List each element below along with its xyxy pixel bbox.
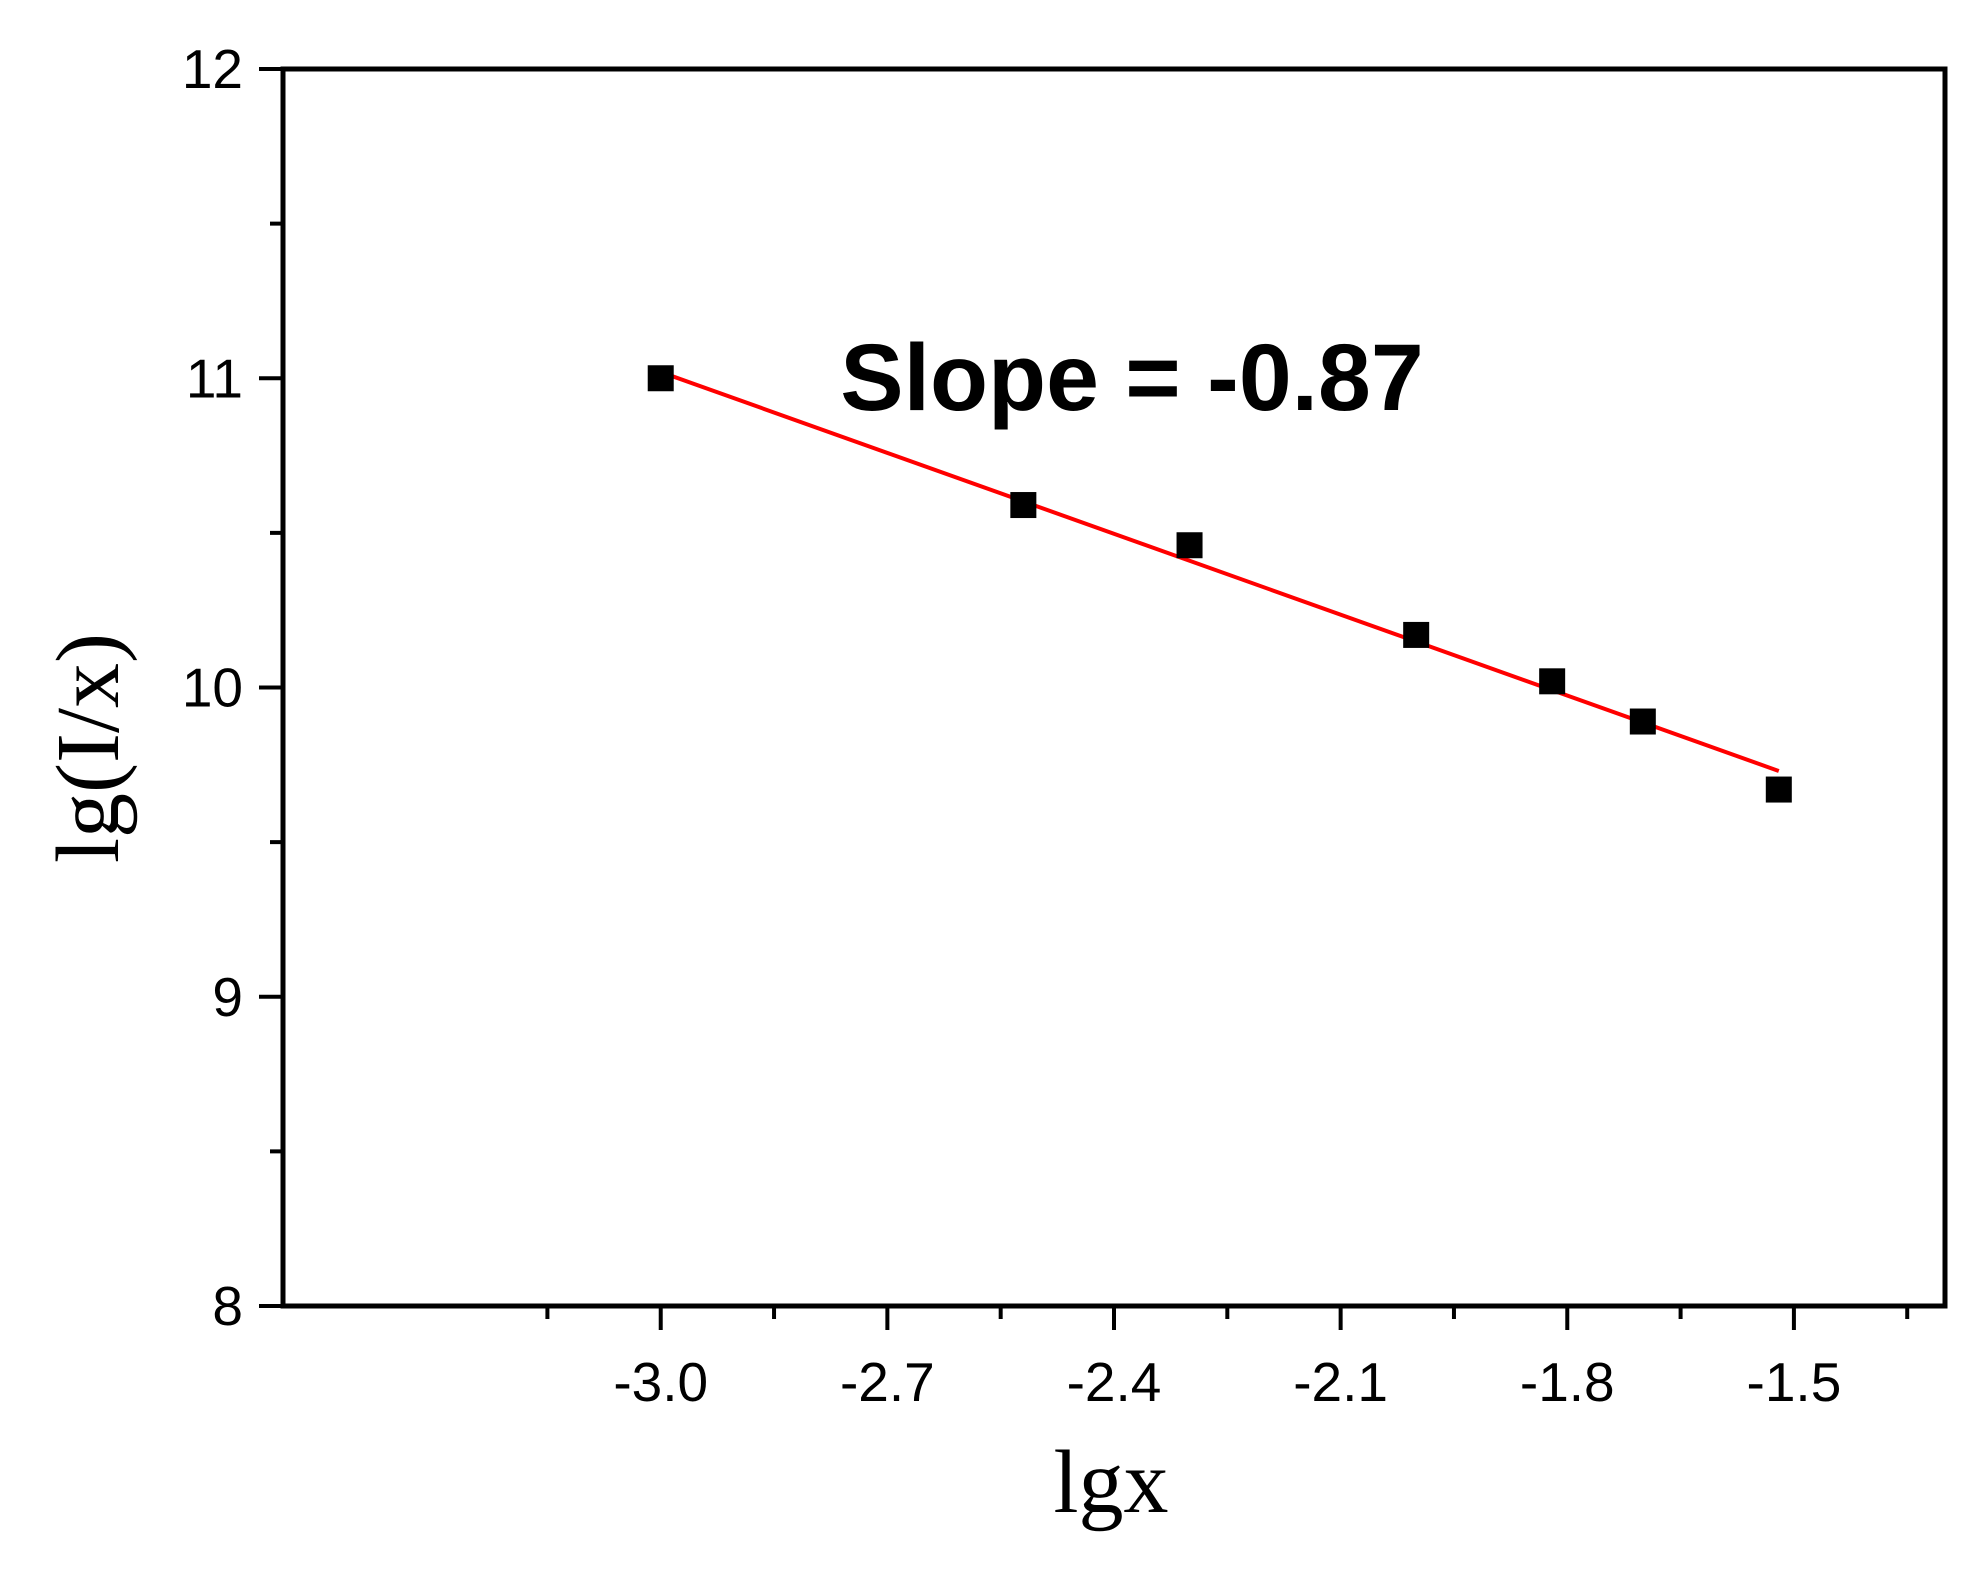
data-point	[647, 365, 674, 392]
data-point	[1765, 776, 1792, 803]
x-axis: -3.0 -2.7 -2.4 -2.1 -1.8 -1.5	[545, 1306, 1910, 1413]
y-axis-title: lg(I/x)	[39, 633, 138, 863]
data-point	[1629, 708, 1656, 735]
y-axis: 8 9 10 11 12	[182, 38, 283, 1337]
plot-frame	[280, 66, 1948, 1309]
x-tick-label: -2.7	[840, 1351, 935, 1413]
y-tick-label: 11	[186, 347, 243, 409]
x-tick-label: -1.5	[1747, 1351, 1842, 1413]
x-tick-label: -3.0	[613, 1351, 708, 1413]
fit-line-layer	[660, 370, 1780, 773]
y-tick-label: 9	[212, 966, 243, 1028]
data-points	[647, 365, 1792, 803]
x-tick-label: -2.4	[1067, 1351, 1162, 1413]
y-tick-label: 12	[182, 38, 243, 100]
x-tick-label: -1.8	[1520, 1351, 1615, 1413]
data-point	[1403, 621, 1430, 648]
y-tick-label: 8	[212, 1275, 243, 1337]
x-tick-label: -2.1	[1293, 1351, 1388, 1413]
data-point	[1176, 532, 1203, 559]
data-point	[1010, 492, 1037, 519]
slope-annotation: Slope = -0.87	[840, 325, 1423, 431]
y-tick-label: 10	[182, 657, 243, 719]
linear-fit-line	[660, 370, 1780, 773]
x-axis-title: lgx	[1053, 1433, 1168, 1532]
data-point	[1539, 668, 1566, 695]
